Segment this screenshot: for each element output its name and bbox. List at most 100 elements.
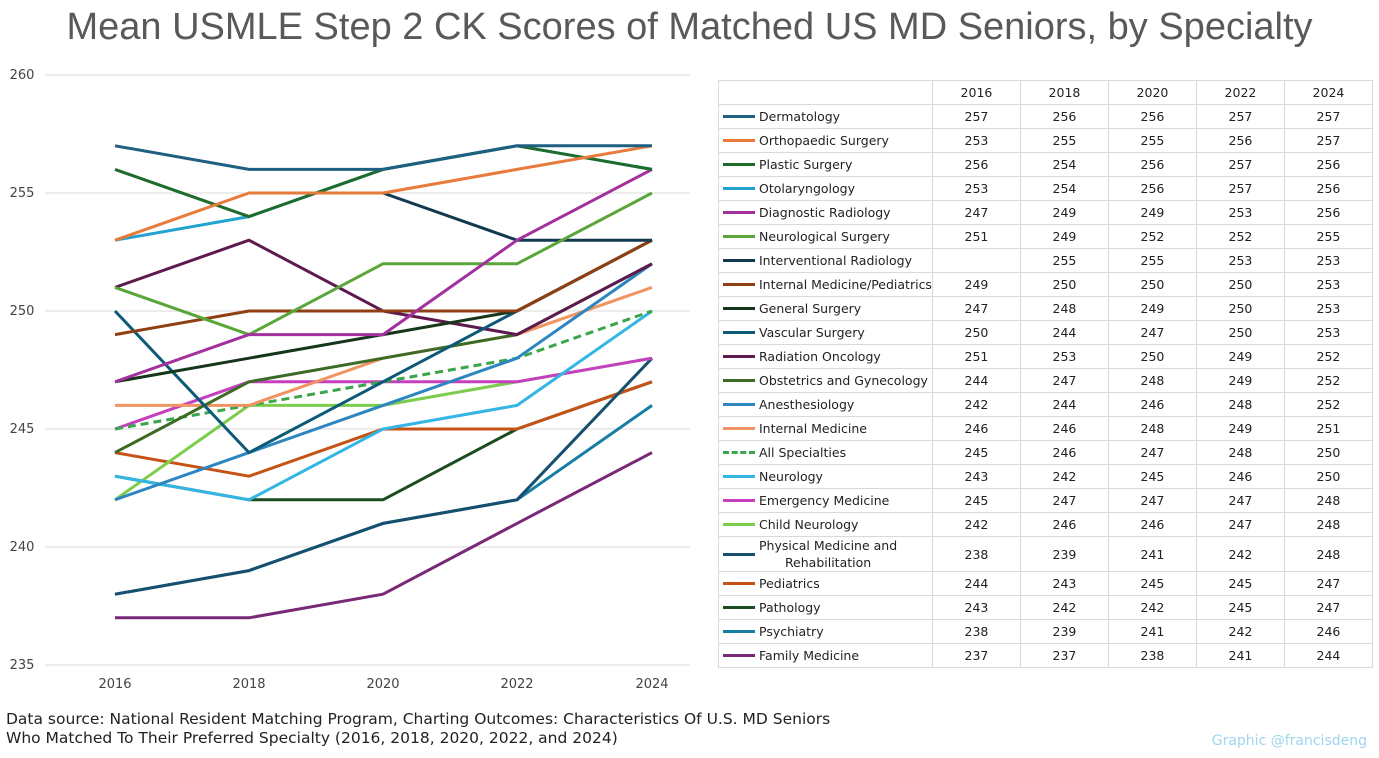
table-cell-value: 252 [1195,224,1285,249]
table-row-label: Emergency Medicine [718,488,933,513]
table-row-label: Orthopaedic Surgery [718,128,933,153]
table-row: Internal Medicine 246 246 248 249 251 [718,416,1373,441]
table-row: All Specialties 245 246 247 248 250 [718,440,1373,465]
table-row: Physical Medicine and Rehabilitation 238 23… [718,536,1373,572]
legend-swatch [723,552,755,556]
series-name: All Specialties [759,445,847,460]
table-cell-value: 244 [1019,320,1109,345]
table-cell-value: 256 [1283,200,1373,225]
table-body: Dermatology 257 256 256 257 257 Orthopaedic Su… [718,104,1373,668]
table-cell-value: 255 [1283,224,1373,249]
line-chart: 235 240 245 250 255 260 2016 2018 2020 2022 2024 [10,68,690,692]
table-cell-value: 253 [1283,248,1373,273]
series-line-all-specialties [114,309,653,431]
table-row-label: Plastic Surgery [718,152,933,177]
table-cell-value: 241 [1107,536,1197,572]
data-source-note: Data source: National Resident Matching … [6,710,830,748]
legend-swatch [723,451,755,454]
table-cell-value: 245 [1195,595,1285,620]
table-cell-value: 252 [1283,368,1373,393]
table-cell-value: 256 [1283,176,1373,201]
data-table: 2016 2018 2020 2022 2024 Dermatology 257 256 25… [718,80,1373,668]
table-cell-value: 256 [1107,104,1197,129]
table-cell-value: 252 [1283,344,1373,369]
table-cell-value: 242 [1019,464,1109,489]
table-row-label: Anesthesiology [718,392,933,417]
legend-swatch [723,235,755,238]
table-cell-value: 247 [1283,571,1373,596]
table-cell-value: 247 [1195,512,1285,537]
table-cell-value: 246 [931,416,1021,441]
series-name: Internal Medicine [759,421,867,436]
table-cell-value: 241 [1195,643,1285,668]
series-name: Pediatrics [759,576,820,591]
table-cell-value: 237 [1019,643,1109,668]
table-row: Pathology 243 242 242 245 247 [718,595,1373,620]
x-tick-label: 2024 [635,677,668,692]
table-cell-value: 248 [1107,416,1197,441]
table-cell-value: 254 [1019,176,1109,201]
table-row: Psychiatry 238 239 241 242 246 [718,619,1373,644]
table-row: Emergency Medicine 245 247 247 247 248 [718,488,1373,513]
table-cell-value: 253 [1283,320,1373,345]
table-cell-value: 253 [1283,272,1373,297]
table-cell-value: 244 [931,368,1021,393]
legend-swatch [723,307,755,310]
y-tick-label: 235 [10,658,35,673]
table-cell-value: 239 [1019,536,1109,572]
table-cell-value: 255 [1019,128,1109,153]
legend-swatch [723,211,755,214]
table-cell-value: 253 [1019,344,1109,369]
legend-swatch [723,283,755,286]
table-cell-value: 244 [931,571,1021,596]
legend-swatch [723,427,755,430]
table-cell-value: 246 [1107,392,1197,417]
table-row-label: Internal Medicine/Pediatrics [718,272,933,297]
table-row-label: Family Medicine [718,643,933,668]
table-cell-value: 238 [931,536,1021,572]
series-name: Plastic Surgery [759,157,853,172]
table-cell-value: 257 [1283,128,1373,153]
table-row: Child Neurology 242 246 246 247 248 [718,512,1373,537]
series-line-anesthesiology [114,262,653,502]
table-cell-value: 253 [1195,248,1285,273]
table-row-label: Dermatology [718,104,933,129]
series-line-plastic-surgery [114,144,653,219]
source-line-1: Data source: National Resident Matching … [6,710,831,728]
table-cell-value: 257 [1195,152,1285,177]
table-cell-value: 242 [931,512,1021,537]
table-row-label: Pediatrics [718,571,933,596]
legend-swatch [723,403,755,406]
table-cell-value: 242 [931,392,1021,417]
series-name: Orthopaedic Surgery [759,133,889,148]
table-cell-value: 248 [1283,512,1373,537]
table-cell-value: 250 [1019,272,1109,297]
table-row-label: Obstetrics and Gynecology [718,368,933,393]
table-cell-value: 249 [1195,368,1285,393]
table-cell-value: 243 [931,464,1021,489]
table-cell-value: 247 [1283,595,1373,620]
table-header-year: 2016 [931,80,1021,105]
table-row-label: Neurology [718,464,933,489]
table-cell-value: 249 [1107,200,1197,225]
table-cell-value: 246 [1283,619,1373,644]
table-cell-value: 242 [1195,619,1285,644]
series-name: Interventional Radiology [759,253,912,268]
table-cell-value: 247 [1019,368,1109,393]
table-cell-value: 247 [1107,320,1197,345]
table-cell-value: 250 [1107,344,1197,369]
table-row: Anesthesiology 242 244 246 248 252 [718,392,1373,417]
table-cell-value: 244 [1283,643,1373,668]
table-cell-value: 248 [1283,488,1373,513]
table-cell-value: 247 [931,296,1021,321]
table-cell-value: 247 [1107,440,1197,465]
table-cell-value: 257 [1283,104,1373,129]
x-tick-label: 2016 [98,677,131,692]
y-tick-label: 240 [10,540,35,555]
x-tick-label: 2018 [232,677,265,692]
table-row: General Surgery 247 248 249 250 253 [718,296,1373,321]
table-row-label: General Surgery [718,296,933,321]
legend-swatch [723,606,755,609]
y-axis-ticks: 235 240 245 250 255 260 [10,68,35,673]
table-cell-value: 256 [1107,152,1197,177]
